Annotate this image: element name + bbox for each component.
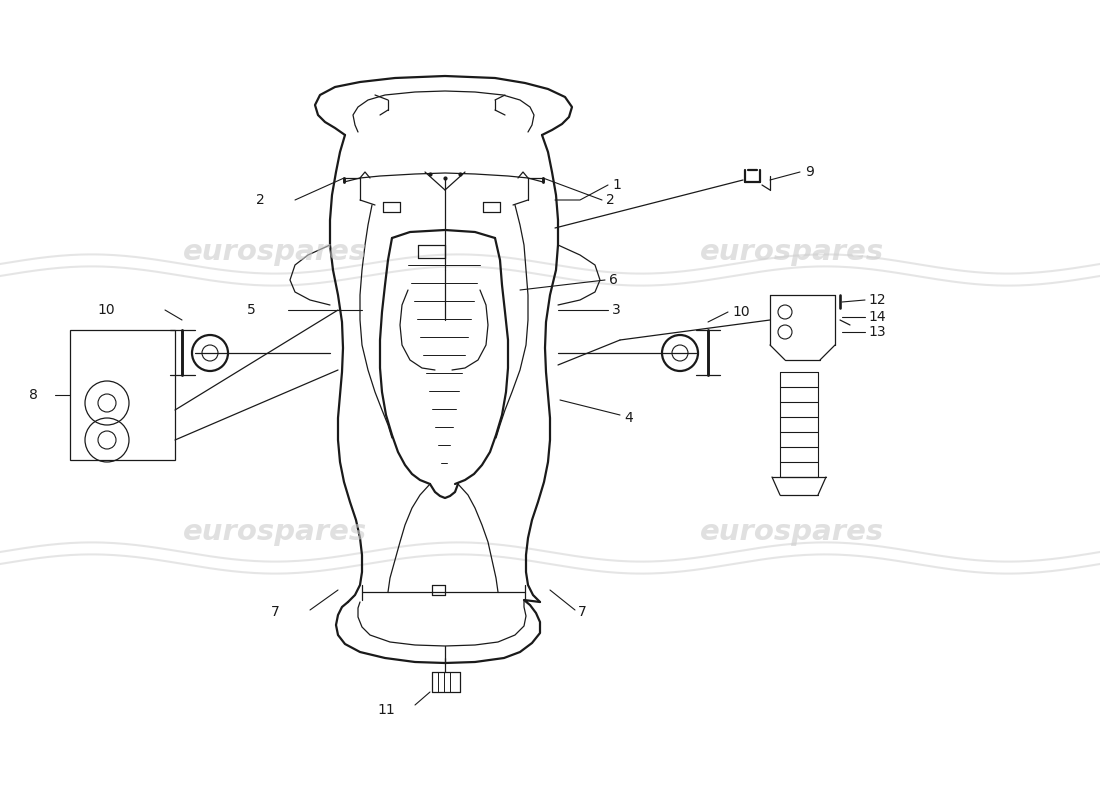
Text: 11: 11	[377, 703, 395, 717]
Text: 7: 7	[272, 605, 280, 619]
Text: 8: 8	[29, 388, 38, 402]
Text: 7: 7	[578, 605, 586, 619]
Text: 6: 6	[609, 273, 618, 287]
Text: 9: 9	[805, 165, 814, 179]
Text: 14: 14	[868, 310, 886, 324]
Text: 2: 2	[256, 193, 265, 207]
Text: 10: 10	[98, 303, 116, 317]
Text: 3: 3	[612, 303, 620, 317]
Text: eurospares: eurospares	[183, 238, 367, 266]
Text: 5: 5	[248, 303, 256, 317]
Text: eurospares: eurospares	[183, 518, 367, 546]
Text: 13: 13	[868, 325, 886, 339]
Text: 12: 12	[868, 293, 886, 307]
Text: eurospares: eurospares	[700, 518, 884, 546]
Text: 10: 10	[732, 305, 749, 319]
Text: 4: 4	[624, 411, 632, 425]
Text: 2: 2	[606, 193, 615, 207]
Text: eurospares: eurospares	[700, 238, 884, 266]
Bar	[70, 330, 175, 460]
Text: 1: 1	[612, 178, 620, 192]
